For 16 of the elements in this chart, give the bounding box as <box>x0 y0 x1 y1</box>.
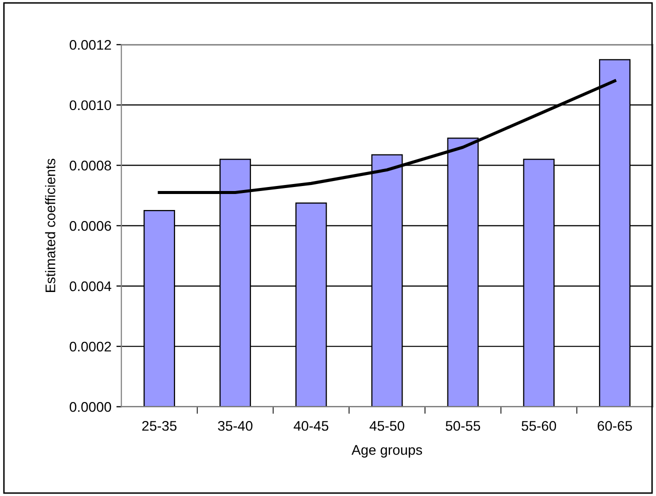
y-tick-label: 0.0004 <box>70 281 112 292</box>
y-tick-label: 0.0000 <box>70 402 112 412</box>
x-tick-label: 45-50 <box>370 420 404 431</box>
x-tick-label: 40-45 <box>294 420 328 431</box>
y-tick-label: 0.0002 <box>70 342 111 352</box>
x-tick-label: 35-40 <box>218 420 252 431</box>
y-tick-label: 0.0008 <box>70 160 112 171</box>
y-axis-title: Estimated coefficients <box>45 158 56 292</box>
y-tick-label: 0.0012 <box>70 40 111 50</box>
x-tick-label: 50-55 <box>446 420 480 431</box>
x-tick-label: 25-35 <box>142 420 176 431</box>
x-tick-label: 60-65 <box>598 420 632 431</box>
x-axis-title: Age groups <box>352 445 422 458</box>
x-tick-label: 55-60 <box>522 420 556 431</box>
y-tick-label: 0.0006 <box>70 221 112 231</box>
y-tick-label: 0.0010 <box>70 100 112 110</box>
